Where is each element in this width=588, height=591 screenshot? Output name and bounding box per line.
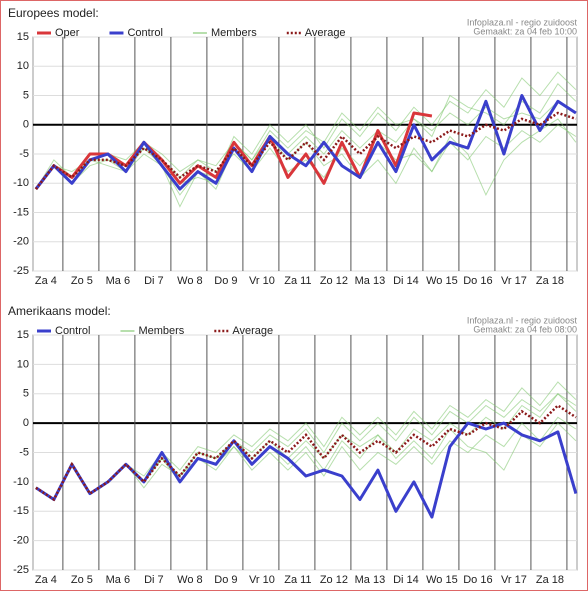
legend-label: Control [127,27,162,39]
x-tick-label: Do 16 [463,275,492,287]
y-tick-label: -15 [13,505,29,517]
x-tick-label: Do 9 [214,574,237,586]
series-line [34,111,433,191]
legend-label: Oper [55,27,80,39]
y-tick-label: 15 [17,31,29,43]
y-tick-label: -25 [13,564,29,576]
made: Gemaakt: za 04 feb 08:00 [473,324,577,334]
y-tick-label: 10 [17,60,29,72]
chart-title: Europees model: [8,6,99,20]
made: Gemaakt: za 04 feb 10:00 [473,26,577,36]
x-tick-label: Wo 8 [177,275,202,287]
x-tick-label: Za 18 [536,574,564,586]
source: Infoplaza.nl - regio zuidoost [467,17,578,27]
x-tick-label: Di 14 [393,574,419,586]
legend-label: Average [232,325,273,337]
x-tick-label: Do 9 [214,275,237,287]
member-line [35,100,577,190]
x-tick-label: Vr 10 [249,574,275,586]
x-tick-label: Ma 13 [355,574,386,586]
y-tick-label: -5 [19,148,29,160]
x-tick-label: Wo 8 [177,574,202,586]
x-tick-label: Zo 12 [320,275,348,287]
x-tick-label: Za 18 [536,275,564,287]
x-tick-label: Za 11 [284,275,311,287]
x-tick-label: Zo 5 [71,275,93,287]
series-line [35,421,578,519]
x-tick-label: Za 11 [284,574,311,586]
y-tick-label: 0 [23,119,29,131]
x-tick-label: Do 16 [463,574,492,586]
y-tick-label: 5 [23,89,29,101]
y-tick-label: -15 [13,206,29,218]
y-tick-label: -20 [13,236,29,248]
y-tick-label: -5 [19,446,29,458]
series-line [34,111,577,190]
y-tick-label: -10 [13,476,29,488]
x-tick-label: Zo 5 [71,574,93,586]
series-line [34,94,577,191]
x-tick-label: Ma 13 [355,275,386,287]
y-tick-label: -10 [13,177,29,189]
legend-label: Average [305,27,346,39]
legend-label: Members [211,27,257,39]
x-tick-label: Wo 15 [426,574,458,586]
x-tick-label: Vr 17 [501,275,527,287]
y-tick-label: 10 [17,358,29,370]
series-line [35,403,577,502]
x-tick-label: Za 4 [35,574,57,586]
x-tick-label: Di 14 [393,275,419,287]
y-tick-label: -20 [13,535,29,547]
legend-label: Control [55,325,90,337]
x-tick-label: Ma 6 [106,275,130,287]
x-tick-label: Di 7 [144,574,164,586]
y-tick-label: 15 [17,329,29,341]
x-tick-label: Di 7 [144,275,164,287]
source: Infoplaza.nl - regio zuidoost [467,315,578,325]
x-tick-label: Vr 10 [249,275,275,287]
legend-label: Members [138,325,184,337]
x-tick-label: Wo 15 [426,275,458,287]
x-tick-label: Za 4 [35,275,57,287]
chart-title: Amerikaans model: [8,304,111,318]
y-tick-label: -25 [13,265,29,277]
y-tick-label: 5 [23,388,29,400]
x-tick-label: Vr 17 [501,574,527,586]
y-tick-label: 0 [23,417,29,429]
x-tick-label: Ma 6 [106,574,130,586]
x-tick-label: Zo 12 [320,574,348,586]
